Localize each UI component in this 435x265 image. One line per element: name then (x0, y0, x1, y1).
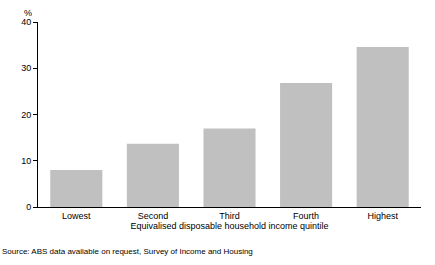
svg-text:Equivalised disposable househo: Equivalised disposable household income … (130, 221, 328, 231)
svg-text:30: 30 (21, 63, 31, 73)
svg-text:0: 0 (26, 202, 31, 212)
svg-text:Fourth: Fourth (293, 211, 319, 221)
svg-text:Highest: Highest (367, 211, 398, 221)
svg-text:Third: Third (219, 211, 240, 221)
svg-text:40: 40 (21, 17, 31, 27)
svg-text:Source: ABS data available on: Source: ABS data available on request, S… (2, 247, 253, 256)
svg-text:10: 10 (21, 156, 31, 166)
svg-text:Lowest: Lowest (62, 211, 91, 221)
svg-text:Second: Second (138, 211, 169, 221)
svg-text:%: % (24, 8, 32, 18)
svg-text:20: 20 (21, 110, 31, 120)
